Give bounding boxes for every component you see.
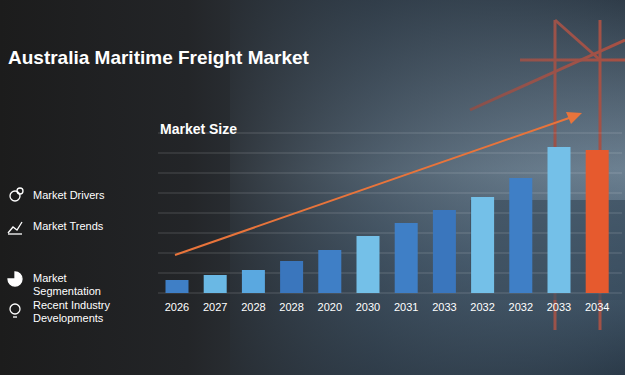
bar (204, 275, 227, 293)
menu-item: Market Drivers (33, 189, 128, 202)
x-tick-label: 2027 (203, 301, 227, 313)
x-tick-label: 2034 (585, 301, 609, 313)
x-tick-label: 2031 (394, 301, 418, 313)
menu-item: Market Segmentation (33, 272, 128, 298)
bar (242, 270, 265, 293)
bar (471, 197, 494, 293)
bar (395, 223, 418, 293)
x-tick-label: 2026 (165, 301, 189, 313)
bar (509, 178, 532, 293)
title: Australia Maritime Freight Market (8, 47, 310, 68)
grid-line (158, 133, 622, 134)
x-tick-label: 2032 (470, 301, 494, 313)
menu-icons (8, 188, 23, 317)
x-tick-label: 2033 (432, 301, 456, 313)
trend-arrow (175, 117, 572, 255)
x-tick-label: 2030 (356, 301, 380, 313)
bar (357, 236, 380, 293)
bar (586, 150, 609, 293)
bars (166, 147, 609, 293)
bar (166, 280, 189, 293)
bar (318, 250, 341, 293)
x-tick-label: 2033 (547, 301, 571, 313)
x-tick-label: 2028 (279, 301, 303, 313)
menu-item: Recent Industry Developments (33, 299, 128, 325)
bar (433, 210, 456, 293)
x-tick-label: 2020 (318, 301, 342, 313)
menu-item: Market Trends (33, 220, 128, 233)
background (0, 0, 625, 375)
x-tick-label: 2032 (509, 301, 533, 313)
bar (280, 261, 303, 293)
arrow-head (566, 112, 582, 124)
subtitle: Market Size (160, 121, 237, 137)
bar (548, 147, 571, 293)
overlay (0, 0, 625, 375)
x-tick-label: 2028 (241, 301, 265, 313)
